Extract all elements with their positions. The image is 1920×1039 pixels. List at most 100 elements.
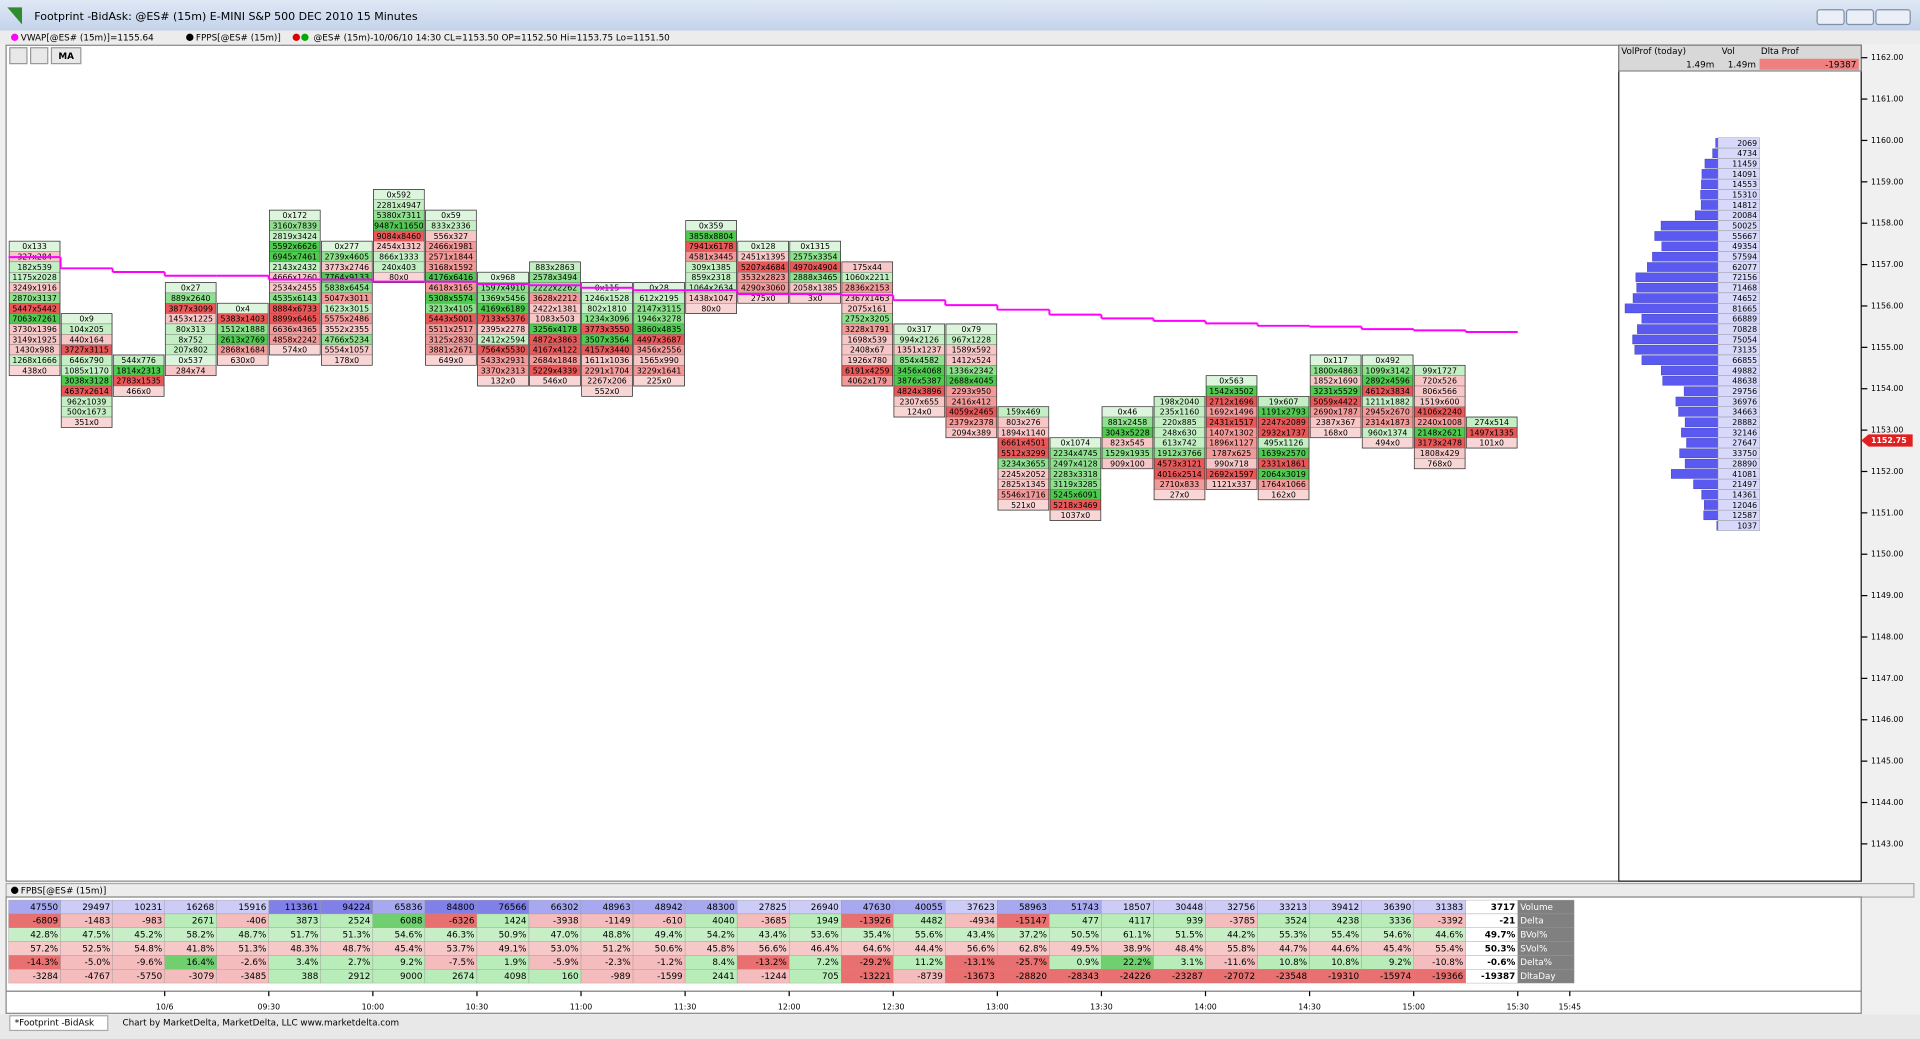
footprint-cell-text: 2064x3019 (1261, 470, 1306, 479)
footprint-cell-text: 2245x2052 (1001, 470, 1046, 479)
footprint-cell-text: 3043x5228 (1105, 428, 1150, 437)
minimize-button[interactable] (1816, 9, 1845, 26)
stats-value: 44.4% (915, 944, 943, 954)
footprint-cell-text: 80x0 (701, 304, 721, 313)
footprint-cell-text: 1246x1528 (585, 294, 630, 303)
footprint-cell-text: 2692x1597 (1209, 470, 1254, 479)
footprint-cell-text: 3249x1916 (12, 284, 57, 293)
profile-label: 14812 (1732, 201, 1757, 210)
stats-value: -983 (142, 917, 162, 927)
footprint-cell-text: 3881x2671 (429, 346, 474, 355)
footprint-cell-text: 2454x1312 (377, 242, 422, 251)
vol-title: Vol (1722, 47, 1735, 57)
footprint-cell-text: 4167x4122 (533, 346, 578, 355)
footprint-cell-text: 2148x2621 (1417, 428, 1462, 437)
stats-value: 55.4% (1331, 931, 1359, 941)
footprint-cell-text: 3507x3564 (585, 335, 630, 344)
status-bar (0, 1014, 1920, 1039)
footprint-cell-text: 1512x1888 (221, 325, 266, 334)
ma-button[interactable] (50, 47, 82, 65)
restore-button[interactable] (1845, 9, 1875, 26)
y-tick-label: 1151.00 (1871, 508, 1903, 517)
footprint-cell-text: 5218x3469 (1053, 501, 1098, 510)
profile-bar (1681, 427, 1719, 438)
profile-label: 11459 (1732, 159, 1757, 168)
footprint-cell-text: 803x276 (1006, 418, 1041, 427)
footprint-cell-text: 1369x5456 (481, 294, 526, 303)
x-tick-label: 15:45 (1559, 1003, 1582, 1012)
x-tick-label: 12:00 (778, 1003, 801, 1012)
y-tick-label: 1152.00 (1871, 467, 1903, 476)
stats-value: 3336 (1389, 917, 1412, 927)
footprint-column (737, 240, 789, 304)
stats-value: -3785 (1230, 917, 1256, 927)
chart-area (5, 44, 1862, 882)
stats-value: 46.3% (447, 931, 475, 941)
delta-total: -19387 (1825, 60, 1856, 70)
footprint-cell-text: 1926x780 (847, 356, 887, 365)
footprint-cell-text: 7133x5376 (481, 315, 526, 324)
tool-button[interactable] (9, 47, 28, 65)
profile-label: 57594 (1732, 253, 1757, 262)
footprint-cell-text: 2613x2769 (221, 335, 266, 344)
profile-label: 21497 (1732, 480, 1757, 489)
y-tick-label: 1148.00 (1871, 632, 1903, 641)
profile-label: 48638 (1732, 377, 1757, 386)
stats-value: 51743 (1071, 903, 1099, 913)
stats-value: -3685 (761, 917, 787, 927)
footprint-cell-text: 0x968 (491, 273, 516, 282)
footprint-cell-text: 27x0 (1170, 490, 1190, 499)
stats-value: -1.2% (657, 958, 683, 968)
footprint-cell-text: 2534x2455 (273, 284, 318, 293)
profile-bar (1637, 324, 1719, 334)
chart-tab[interactable] (9, 1015, 109, 1032)
stats-value: 65836 (394, 903, 422, 913)
profile-bar (1693, 479, 1719, 490)
y-tick-label: 1156.00 (1871, 301, 1903, 310)
footprint-cell-text: 2836x2153 (845, 284, 890, 293)
profile-bar (1683, 386, 1719, 396)
y-tick-label: 1147.00 (1871, 674, 1903, 683)
stats-value: -4934 (969, 917, 995, 927)
footprint-cell-text: 1497x1335 (1469, 428, 1514, 437)
footprint-cell-text: 2281x4947 (377, 201, 422, 210)
stats-value: 10231 (134, 903, 162, 913)
profile-bar (1679, 448, 1719, 458)
stats-value: 55.4% (1435, 944, 1463, 954)
profile-label: 1037 (1737, 522, 1757, 531)
close-button[interactable] (1875, 9, 1911, 26)
profile-label: 14091 (1732, 170, 1757, 179)
profile-bar (1701, 179, 1719, 190)
profile-bar (1700, 189, 1719, 200)
footprint-cell-text: 3860x4835 (637, 325, 682, 334)
footprint-cell-text: 4618x3165 (429, 284, 474, 293)
y-tick-label: 1149.00 (1871, 591, 1903, 600)
stats-value: 1.9% (504, 958, 526, 968)
tool-button[interactable] (30, 47, 49, 65)
x-tick-label: 13:30 (1090, 1003, 1113, 1012)
stats-value: -989 (611, 972, 631, 982)
stats-value: -19387 (1481, 972, 1515, 982)
footprint-column (1257, 395, 1310, 501)
footprint-cell-text: 859x2318 (691, 273, 731, 282)
stats-value: -27072 (1224, 972, 1255, 982)
footprint-cell-text: 3877x3099 (168, 304, 213, 313)
footprint-cell-text: 1085x1170 (64, 366, 109, 375)
stats-value: 4117 (1129, 917, 1151, 927)
footprint-cell-text: 175x44 (852, 263, 882, 272)
x-tick-label: 14:30 (1298, 1003, 1321, 1012)
stats-value: 41.8% (186, 944, 214, 954)
profile-label: 66889 (1732, 315, 1757, 324)
stats-value: -1483 (85, 917, 111, 927)
stats-value: 53.0% (551, 944, 579, 954)
footprint-cell-text: 2240x1008 (1417, 418, 1462, 427)
footprint-cell-text: 889x2640 (171, 294, 211, 303)
footprint-column (633, 282, 685, 387)
footprint-cell-text: 0x537 (178, 356, 203, 365)
footprint-cell-text: 7564x5530 (481, 346, 526, 355)
stats-value: 45.8% (707, 944, 735, 954)
stats-value: 57.2% (30, 944, 58, 954)
stats-value: 49.1% (499, 944, 527, 954)
profile-bar (1632, 334, 1719, 345)
profile-label: 15310 (1732, 190, 1757, 199)
